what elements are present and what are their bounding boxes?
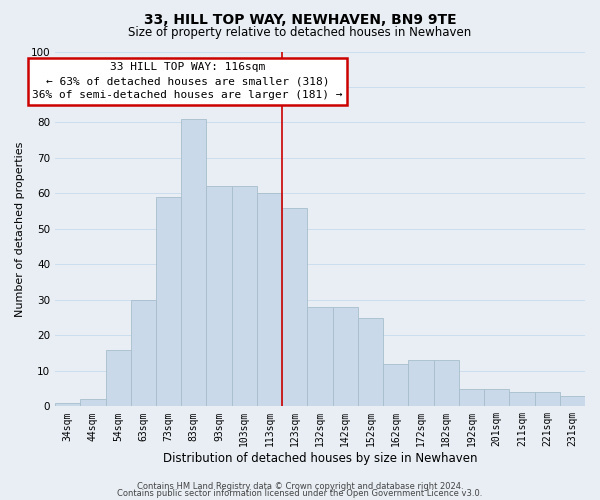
Text: 33 HILL TOP WAY: 116sqm
← 63% of detached houses are smaller (318)
36% of semi-d: 33 HILL TOP WAY: 116sqm ← 63% of detache… bbox=[32, 62, 343, 100]
Bar bbox=[560, 396, 585, 406]
Bar bbox=[434, 360, 459, 406]
Bar bbox=[459, 388, 484, 406]
Bar bbox=[55, 403, 80, 406]
Bar bbox=[232, 186, 257, 406]
Bar bbox=[282, 208, 307, 406]
Bar bbox=[106, 350, 131, 406]
Bar bbox=[156, 197, 181, 406]
Bar bbox=[257, 194, 282, 406]
Text: 33, HILL TOP WAY, NEWHAVEN, BN9 9TE: 33, HILL TOP WAY, NEWHAVEN, BN9 9TE bbox=[143, 12, 457, 26]
Bar bbox=[509, 392, 535, 406]
Text: Contains HM Land Registry data © Crown copyright and database right 2024.: Contains HM Land Registry data © Crown c… bbox=[137, 482, 463, 491]
Bar bbox=[358, 318, 383, 406]
Bar bbox=[80, 399, 106, 406]
Bar bbox=[383, 364, 409, 406]
X-axis label: Distribution of detached houses by size in Newhaven: Distribution of detached houses by size … bbox=[163, 452, 477, 465]
Y-axis label: Number of detached properties: Number of detached properties bbox=[15, 141, 25, 316]
Bar bbox=[131, 300, 156, 406]
Bar bbox=[206, 186, 232, 406]
Text: Contains public sector information licensed under the Open Government Licence v3: Contains public sector information licen… bbox=[118, 489, 482, 498]
Bar bbox=[181, 119, 206, 406]
Bar bbox=[409, 360, 434, 406]
Bar bbox=[484, 388, 509, 406]
Bar bbox=[307, 307, 332, 406]
Text: Size of property relative to detached houses in Newhaven: Size of property relative to detached ho… bbox=[128, 26, 472, 39]
Bar bbox=[332, 307, 358, 406]
Bar bbox=[535, 392, 560, 406]
